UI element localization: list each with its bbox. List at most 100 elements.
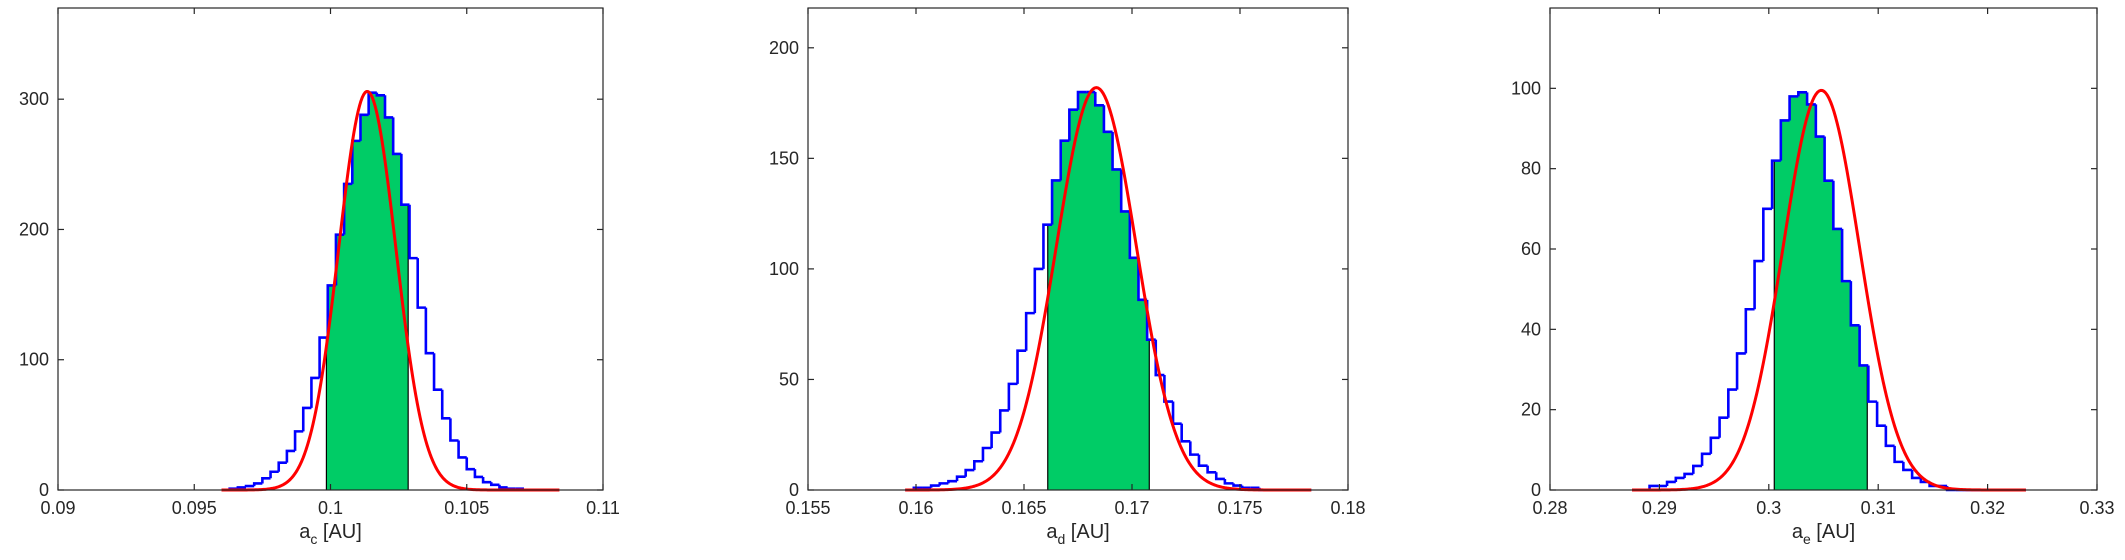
histogram-bin bbox=[1692, 464, 1703, 474]
histogram-bin bbox=[1884, 425, 1895, 448]
histogram-bin bbox=[261, 476, 271, 484]
histogram-bin bbox=[947, 479, 958, 484]
histogram-bin bbox=[1832, 180, 1843, 231]
histogram-bin bbox=[481, 476, 492, 484]
histogram-bin bbox=[973, 459, 983, 471]
histogram-bin bbox=[408, 204, 418, 260]
x-tick-label: 0.165 bbox=[1001, 498, 1046, 518]
histogram-panel-ad: 0.155 0.16 0.165 0.17 0.175 0.18 0 50 100 150 200 a… bbox=[769, 7, 1366, 547]
histogram-bin bbox=[1171, 401, 1182, 425]
histogram-bin bbox=[998, 409, 1009, 433]
y-tick-label: 100 bbox=[769, 259, 799, 279]
x-tick-label: 0.33 bbox=[2079, 498, 2114, 518]
histogram-bin bbox=[1223, 478, 1234, 485]
histogram-bin bbox=[938, 482, 949, 486]
x-tick-label: 0.31 bbox=[1861, 498, 1896, 518]
y-tick-label: 40 bbox=[1521, 319, 1541, 339]
histogram-bin bbox=[1076, 90, 1087, 110]
x-tick-label: 0.29 bbox=[1642, 498, 1677, 518]
y-tick-label: 20 bbox=[1521, 400, 1541, 420]
histogram-bin bbox=[1232, 483, 1243, 487]
histogram-bin bbox=[1867, 365, 1878, 403]
x-tick-label: 0.09 bbox=[40, 498, 75, 518]
histogram-bin bbox=[1910, 469, 1921, 480]
histogram-bin bbox=[990, 431, 1001, 448]
y-tick-label: 0 bbox=[789, 480, 799, 500]
histogram-bin bbox=[236, 486, 247, 489]
histogram-bin bbox=[1665, 480, 1676, 486]
histogram-bin bbox=[432, 353, 443, 391]
histogram-bin bbox=[1119, 169, 1130, 213]
histogram-bin bbox=[391, 117, 402, 156]
histogram-bin bbox=[1709, 436, 1720, 454]
histogram-bin bbox=[1823, 136, 1834, 183]
histogram-bin bbox=[1805, 92, 1816, 106]
histogram-bin bbox=[1033, 267, 1044, 314]
histogram-bin bbox=[1735, 352, 1746, 390]
y-tick-label: 60 bbox=[1521, 239, 1541, 259]
histogram-bin bbox=[342, 182, 353, 235]
histogram-bin bbox=[1902, 461, 1913, 472]
y-tick-label: 200 bbox=[769, 38, 799, 58]
y-tick-label: 300 bbox=[19, 89, 49, 109]
histogram-bin bbox=[1111, 131, 1122, 171]
histogram-bin bbox=[1068, 108, 1078, 141]
histogram-bin bbox=[359, 113, 369, 141]
histogram-bin bbox=[424, 307, 435, 355]
histogram-bin bbox=[981, 446, 992, 462]
histogram-bin bbox=[1197, 454, 1208, 467]
histogram-bin bbox=[1102, 105, 1113, 134]
x-tick-label: 0.175 bbox=[1217, 498, 1262, 518]
histogram-bin bbox=[929, 484, 940, 488]
confidence-interval-area bbox=[1047, 92, 1150, 491]
histogram-bin bbox=[1762, 207, 1773, 262]
y-tick-label: 80 bbox=[1521, 159, 1541, 179]
histogram-bin bbox=[1206, 465, 1217, 474]
histogram-bin bbox=[1893, 445, 1904, 464]
axes-box bbox=[807, 7, 1349, 491]
histogram-bin bbox=[1770, 159, 1781, 209]
x-tick-label: 0.105 bbox=[444, 498, 489, 518]
histogram-bin bbox=[310, 376, 320, 408]
y-tick-label: 0 bbox=[39, 480, 49, 500]
x-axis-title: ae [AU] bbox=[1792, 521, 1855, 547]
histogram-bin bbox=[1240, 485, 1251, 490]
histogram-bin bbox=[1840, 228, 1851, 283]
histogram-bin bbox=[449, 418, 459, 442]
histogram-bin bbox=[473, 469, 484, 479]
x-tick-label: 0.17 bbox=[1114, 498, 1149, 518]
histogram-bin bbox=[1718, 416, 1729, 438]
histogram-panel-ae: 0.28 0.29 0.3 0.31 0.32 0.33 0 20 40 60 80 100 ae [A… bbox=[1511, 7, 2115, 547]
histogram-bin bbox=[1779, 119, 1790, 161]
histogram-bin bbox=[1007, 382, 1018, 411]
x-tick-label: 0.16 bbox=[898, 498, 933, 518]
histogram-bin bbox=[1016, 349, 1027, 384]
x-axis-title: ac [AU] bbox=[299, 521, 362, 547]
histogram-bin bbox=[252, 482, 263, 487]
x-tick-label: 0.095 bbox=[172, 498, 217, 518]
histogram-bin bbox=[955, 475, 966, 482]
histogram-panel-ac: 0.09 0.095 0.1 0.105 0.11 0 100 200 300 ac [AU] bbox=[19, 7, 620, 547]
histogram-bin bbox=[1849, 281, 1860, 327]
x-axis-title: ad [AU] bbox=[1046, 521, 1109, 547]
x-tick-label: 0.11 bbox=[586, 498, 620, 518]
x-tick-label: 0.28 bbox=[1532, 498, 1567, 518]
confidence-interval-area bbox=[326, 92, 409, 491]
x-tick-label: 0.32 bbox=[1970, 498, 2005, 518]
x-tick-label: 0.3 bbox=[1756, 498, 1781, 518]
histogram-bin bbox=[457, 440, 467, 459]
histogram-bin bbox=[1797, 91, 1808, 97]
x-tick-label: 0.18 bbox=[1330, 498, 1365, 518]
y-tick-label: 0 bbox=[1531, 480, 1541, 500]
histogram-bin bbox=[1858, 325, 1869, 367]
histogram-bin bbox=[1814, 104, 1825, 138]
histogram-bin bbox=[1674, 476, 1685, 482]
histogram-bin bbox=[318, 336, 328, 378]
histogram-bin bbox=[498, 484, 508, 489]
histogram-bin bbox=[1180, 423, 1191, 443]
y-tick-label: 100 bbox=[1511, 78, 1541, 98]
histogram-bin bbox=[400, 153, 410, 207]
y-tick-label: 100 bbox=[19, 350, 49, 370]
histogram-bin bbox=[375, 92, 385, 97]
